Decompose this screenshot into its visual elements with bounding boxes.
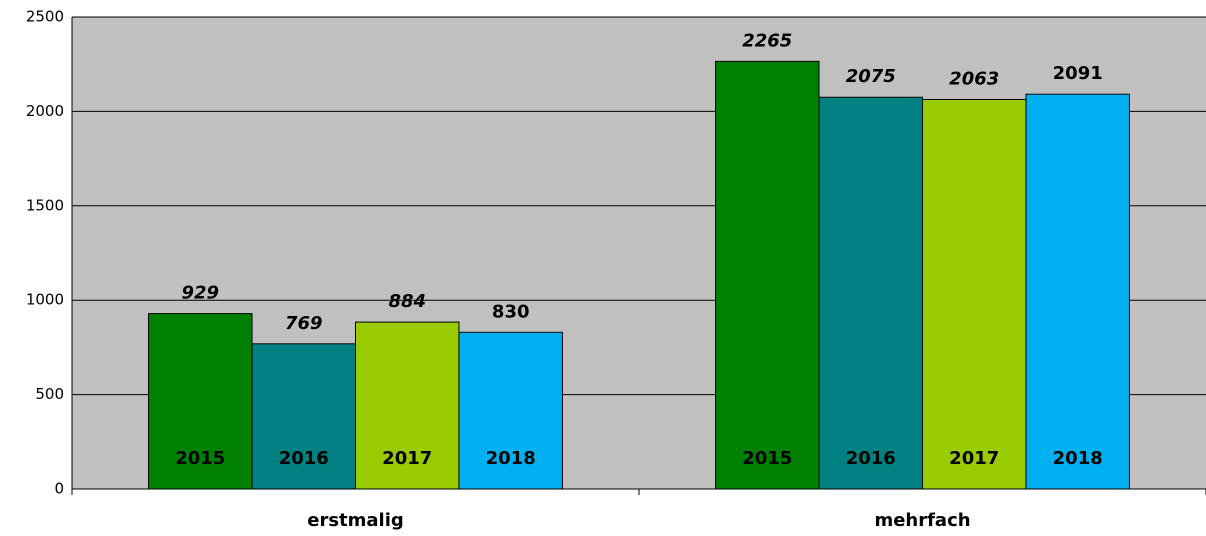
- x-tick-label: mehrfach: [874, 510, 970, 531]
- data-label: 769: [285, 313, 323, 334]
- data-label: 2091: [1053, 63, 1103, 84]
- bar: [1025, 93, 1130, 490]
- y-tick-label: 2500: [26, 8, 64, 26]
- bar-series-label: 2017: [949, 448, 999, 469]
- bar-series-label: 2018: [1053, 448, 1103, 469]
- y-tick-label: 1500: [26, 196, 64, 214]
- bar-series-label: 2016: [846, 448, 896, 469]
- bar: [148, 313, 253, 490]
- y-tick-label: 2000: [26, 102, 64, 120]
- y-tick-label: 0: [54, 480, 64, 498]
- bar: [715, 60, 820, 490]
- y-tick-label: 1000: [26, 291, 64, 309]
- data-label: 2265: [742, 30, 792, 51]
- data-label: 830: [492, 301, 530, 322]
- bar: [922, 99, 1027, 490]
- x-tick-label: erstmalig: [307, 510, 404, 531]
- y-tick-label: 500: [35, 385, 64, 403]
- bar-series-label: 2018: [486, 448, 536, 469]
- bar-series-label: 2015: [742, 448, 792, 469]
- data-label: 884: [388, 291, 426, 312]
- data-label: 2063: [949, 69, 999, 90]
- bar: [251, 343, 357, 490]
- data-label: 2075: [846, 66, 896, 87]
- bar: [355, 321, 460, 490]
- data-label: 929: [181, 283, 219, 304]
- bar-series-label: 2017: [382, 448, 432, 469]
- bar: [818, 96, 924, 490]
- bar: [458, 331, 563, 490]
- bar-series-label: 2015: [175, 448, 225, 469]
- bar-series-label: 2016: [279, 448, 329, 469]
